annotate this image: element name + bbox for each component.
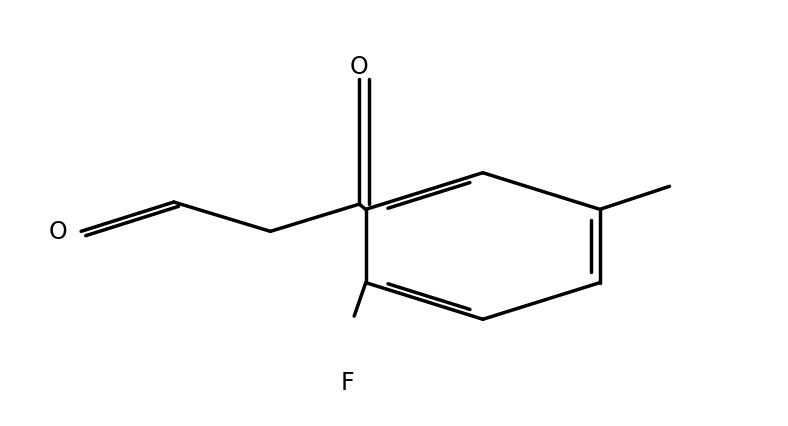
Text: F: F [341, 370, 355, 394]
Text: O: O [350, 55, 369, 79]
Text: O: O [49, 220, 67, 244]
